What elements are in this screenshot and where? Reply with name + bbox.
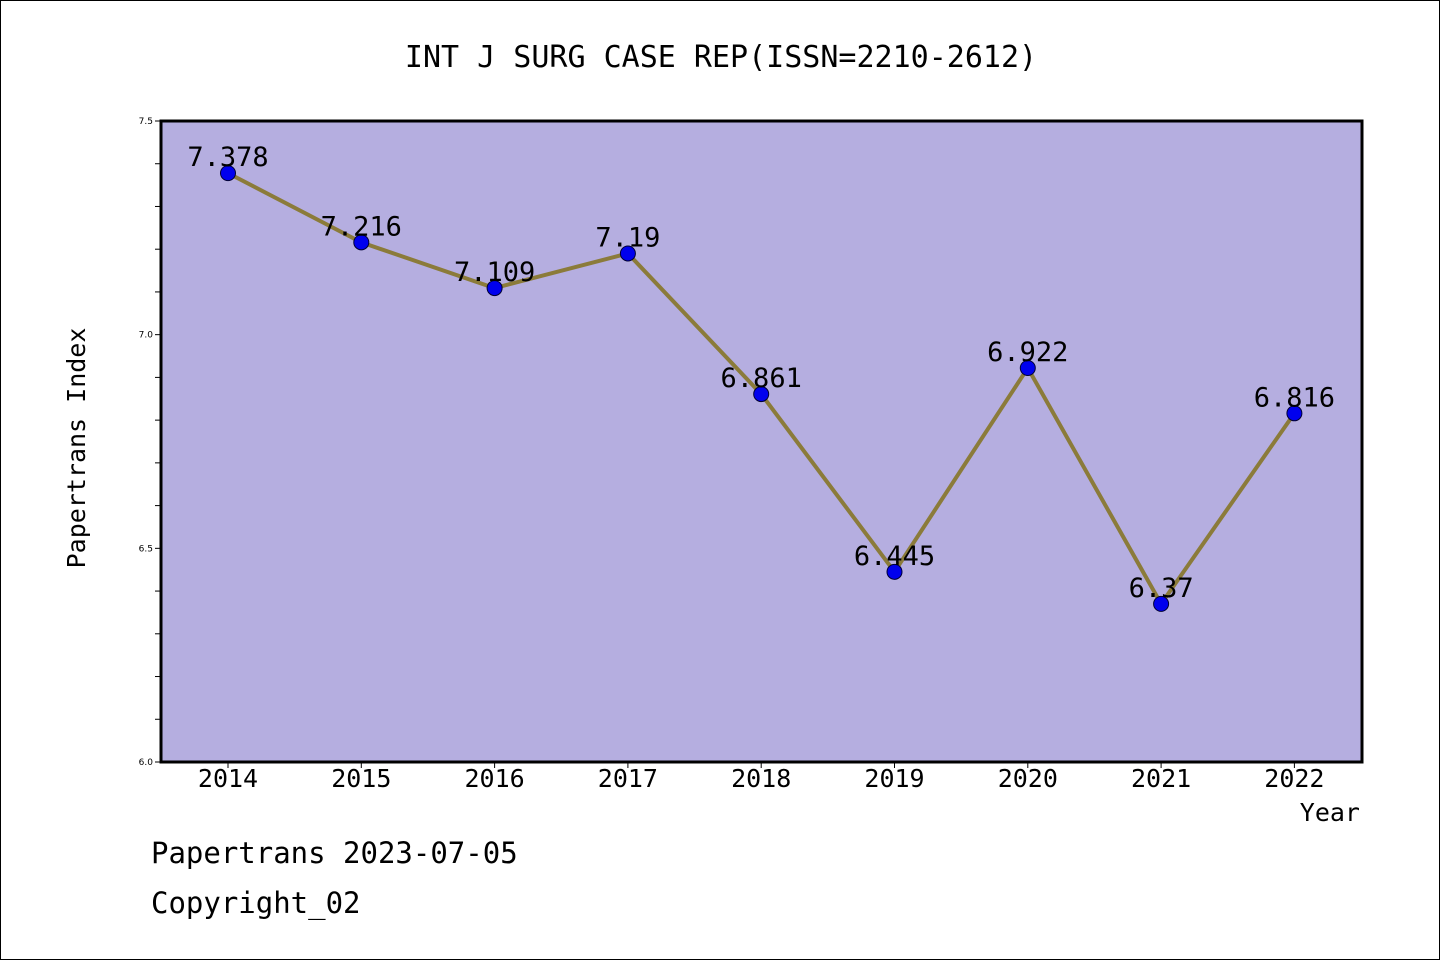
y-tick-label: 6.5 — [139, 544, 153, 554]
data-label: 7.216 — [321, 211, 402, 242]
data-point — [753, 386, 770, 403]
chart-title: INT J SURG CASE REP(ISSN=2210-2612) — [405, 40, 1037, 75]
data-point — [1286, 405, 1303, 422]
x-tick-labels: 2014 2015 2016 2017 2018 2019 2020 2021 2022 — [198, 764, 1325, 793]
plot-area — [159, 119, 1364, 764]
data-point — [619, 245, 636, 262]
data-label: 6.445 — [854, 541, 935, 572]
data-point — [486, 280, 503, 297]
x-tick-label: 2017 — [598, 764, 658, 793]
data-label: 6.861 — [721, 363, 802, 394]
x-tick-label: 2016 — [464, 764, 524, 793]
data-label: 7.378 — [187, 142, 268, 173]
x-tick-label: 2019 — [864, 764, 924, 793]
x-tick-label: 2022 — [1264, 764, 1324, 793]
y-axis-label: Papertrans Index — [62, 328, 91, 569]
y-tick-labels: 6.0 6.5 7.0 7.5 — [139, 117, 154, 768]
data-point — [886, 563, 903, 580]
footer-date: Papertrans 2023-07-05 — [151, 836, 518, 870]
data-label: 7.19 — [595, 222, 660, 253]
x-tick-label: 2020 — [998, 764, 1058, 793]
data-label: 6.816 — [1254, 382, 1335, 413]
y-tick-label: 6.0 — [139, 758, 154, 768]
data-point — [1153, 595, 1170, 612]
x-tick-label: 2014 — [198, 764, 258, 793]
data-point — [353, 234, 370, 251]
data-point — [1019, 359, 1036, 376]
data-markers — [220, 165, 1303, 612]
x-tick-marks — [227, 762, 1295, 768]
data-point — [220, 165, 236, 182]
y-minor-ticks — [155, 120, 161, 763]
y-tick-label: 7.5 — [139, 117, 153, 127]
footer-copyright: Copyright_02 — [151, 886, 361, 920]
y-tick-label: 7.0 — [139, 331, 154, 341]
data-label: 6.37 — [1129, 573, 1194, 604]
x-tick-label: 2015 — [331, 764, 391, 793]
data-labels: 7.378 7.216 7.109 7.19 6.861 6.445 6.922 6.37 6.… — [187, 142, 1335, 604]
data-label: 6.922 — [987, 337, 1068, 368]
x-tick-label: 2021 — [1131, 764, 1191, 793]
x-tick-label: 2018 — [731, 764, 791, 793]
x-axis-label: Year — [1300, 798, 1360, 827]
data-label: 7.109 — [454, 257, 535, 288]
